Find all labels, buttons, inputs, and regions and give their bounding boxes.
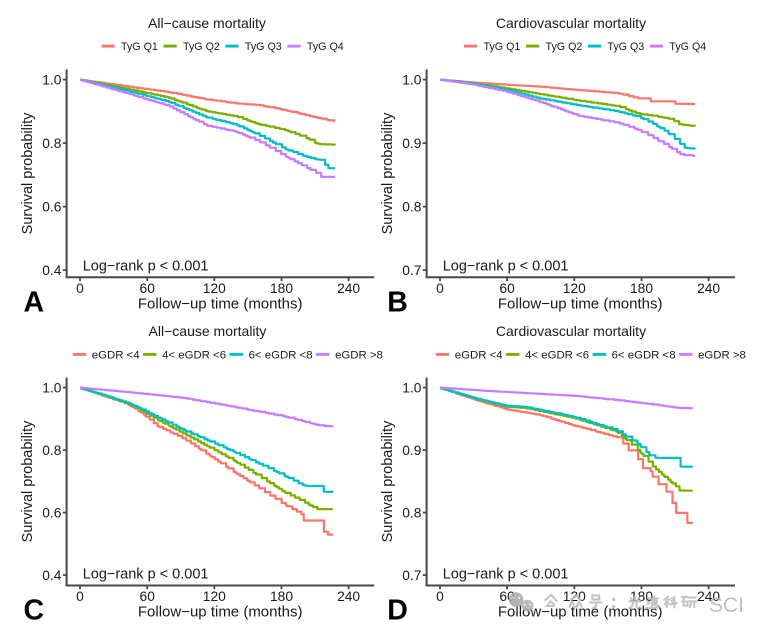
svg-text:Cardiovascular mortality: Cardiovascular mortality xyxy=(496,323,646,339)
svg-text:0.6: 0.6 xyxy=(42,200,62,215)
svg-text:1.0: 1.0 xyxy=(402,73,422,88)
svg-text:0.7: 0.7 xyxy=(402,263,421,278)
svg-text:0: 0 xyxy=(436,281,444,296)
svg-text:240: 240 xyxy=(697,589,720,604)
svg-text:0.7: 0.7 xyxy=(402,568,421,583)
svg-text:Log−rank p < 0.001: Log−rank p < 0.001 xyxy=(83,566,209,582)
svg-text:TyG Q3: TyG Q3 xyxy=(245,41,282,53)
svg-text:TyG Q2: TyG Q2 xyxy=(183,41,220,53)
svg-text:Log−rank p < 0.001: Log−rank p < 0.001 xyxy=(443,566,569,582)
svg-text:Cardiovascular mortality: Cardiovascular mortality xyxy=(496,15,646,31)
svg-text:60: 60 xyxy=(140,281,156,296)
svg-text:0.8: 0.8 xyxy=(42,136,62,151)
svg-text:6< eGDR <8: 6< eGDR <8 xyxy=(612,349,676,361)
svg-text:4< eGDR <6: 4< eGDR <6 xyxy=(162,349,226,361)
svg-text:A: A xyxy=(24,287,45,319)
svg-text:60: 60 xyxy=(499,281,515,296)
svg-text:B: B xyxy=(387,287,408,319)
svg-text:240: 240 xyxy=(697,281,720,296)
svg-text:Follow−up time (months): Follow−up time (months) xyxy=(498,296,663,313)
svg-text:eGDR <4: eGDR <4 xyxy=(92,349,140,361)
svg-text:eGDR >8: eGDR >8 xyxy=(698,349,746,361)
svg-text:0.8: 0.8 xyxy=(402,200,422,215)
svg-text:60: 60 xyxy=(140,589,156,604)
svg-text:180: 180 xyxy=(270,281,293,296)
svg-text:0: 0 xyxy=(436,589,444,604)
svg-text:TyG Q1: TyG Q1 xyxy=(121,41,158,53)
svg-text:180: 180 xyxy=(270,589,293,604)
svg-text:0.4: 0.4 xyxy=(42,263,62,278)
svg-text:Survival probability: Survival probability xyxy=(380,420,396,542)
svg-text:120: 120 xyxy=(203,589,226,604)
svg-text:All−cause mortality: All−cause mortality xyxy=(148,15,266,31)
svg-text:TyG Q4: TyG Q4 xyxy=(669,41,706,53)
svg-text:eGDR >8: eGDR >8 xyxy=(335,349,383,361)
svg-text:TyG Q3: TyG Q3 xyxy=(607,41,644,53)
svg-text:TyG Q4: TyG Q4 xyxy=(307,41,344,53)
svg-text:1.0: 1.0 xyxy=(42,381,62,396)
svg-text:SCI: SCI xyxy=(709,594,744,617)
svg-text:180: 180 xyxy=(630,281,653,296)
svg-text:0.6: 0.6 xyxy=(42,506,62,521)
svg-text:Log−rank p < 0.001: Log−rank p < 0.001 xyxy=(443,258,569,274)
svg-text:240: 240 xyxy=(337,589,360,604)
svg-text:0: 0 xyxy=(76,589,84,604)
svg-text:120: 120 xyxy=(563,281,586,296)
svg-text:1.0: 1.0 xyxy=(42,73,62,88)
svg-text:eGDR <4: eGDR <4 xyxy=(455,349,503,361)
svg-text:0.8: 0.8 xyxy=(42,443,62,458)
svg-text:Log−rank p < 0.001: Log−rank p < 0.001 xyxy=(83,258,209,274)
svg-text:0.9: 0.9 xyxy=(402,443,422,458)
svg-text:120: 120 xyxy=(203,281,226,296)
svg-text:TyG Q2: TyG Q2 xyxy=(546,41,583,53)
svg-text:Follow−up time (months): Follow−up time (months) xyxy=(138,296,303,313)
svg-text:Survival probability: Survival probability xyxy=(20,112,36,234)
svg-text:Follow−up time (months): Follow−up time (months) xyxy=(498,604,663,621)
svg-text:C: C xyxy=(24,595,45,627)
svg-text:0: 0 xyxy=(76,281,84,296)
svg-text:1.0: 1.0 xyxy=(402,381,422,396)
svg-text:0.9: 0.9 xyxy=(402,136,422,151)
svg-text:240: 240 xyxy=(337,281,360,296)
svg-text:0.4: 0.4 xyxy=(42,568,62,583)
svg-text:TyG Q1: TyG Q1 xyxy=(484,41,521,53)
svg-text:Survival probability: Survival probability xyxy=(380,112,396,234)
svg-text:Follow−up time (months): Follow−up time (months) xyxy=(138,604,303,621)
svg-text:0.8: 0.8 xyxy=(402,506,422,521)
svg-text:6< eGDR <8: 6< eGDR <8 xyxy=(249,349,313,361)
svg-text:4< eGDR <6: 4< eGDR <6 xyxy=(525,349,589,361)
svg-text:All−cause mortality: All−cause mortality xyxy=(149,323,267,339)
svg-text:Survival probability: Survival probability xyxy=(20,420,36,542)
svg-text:D: D xyxy=(387,595,408,627)
